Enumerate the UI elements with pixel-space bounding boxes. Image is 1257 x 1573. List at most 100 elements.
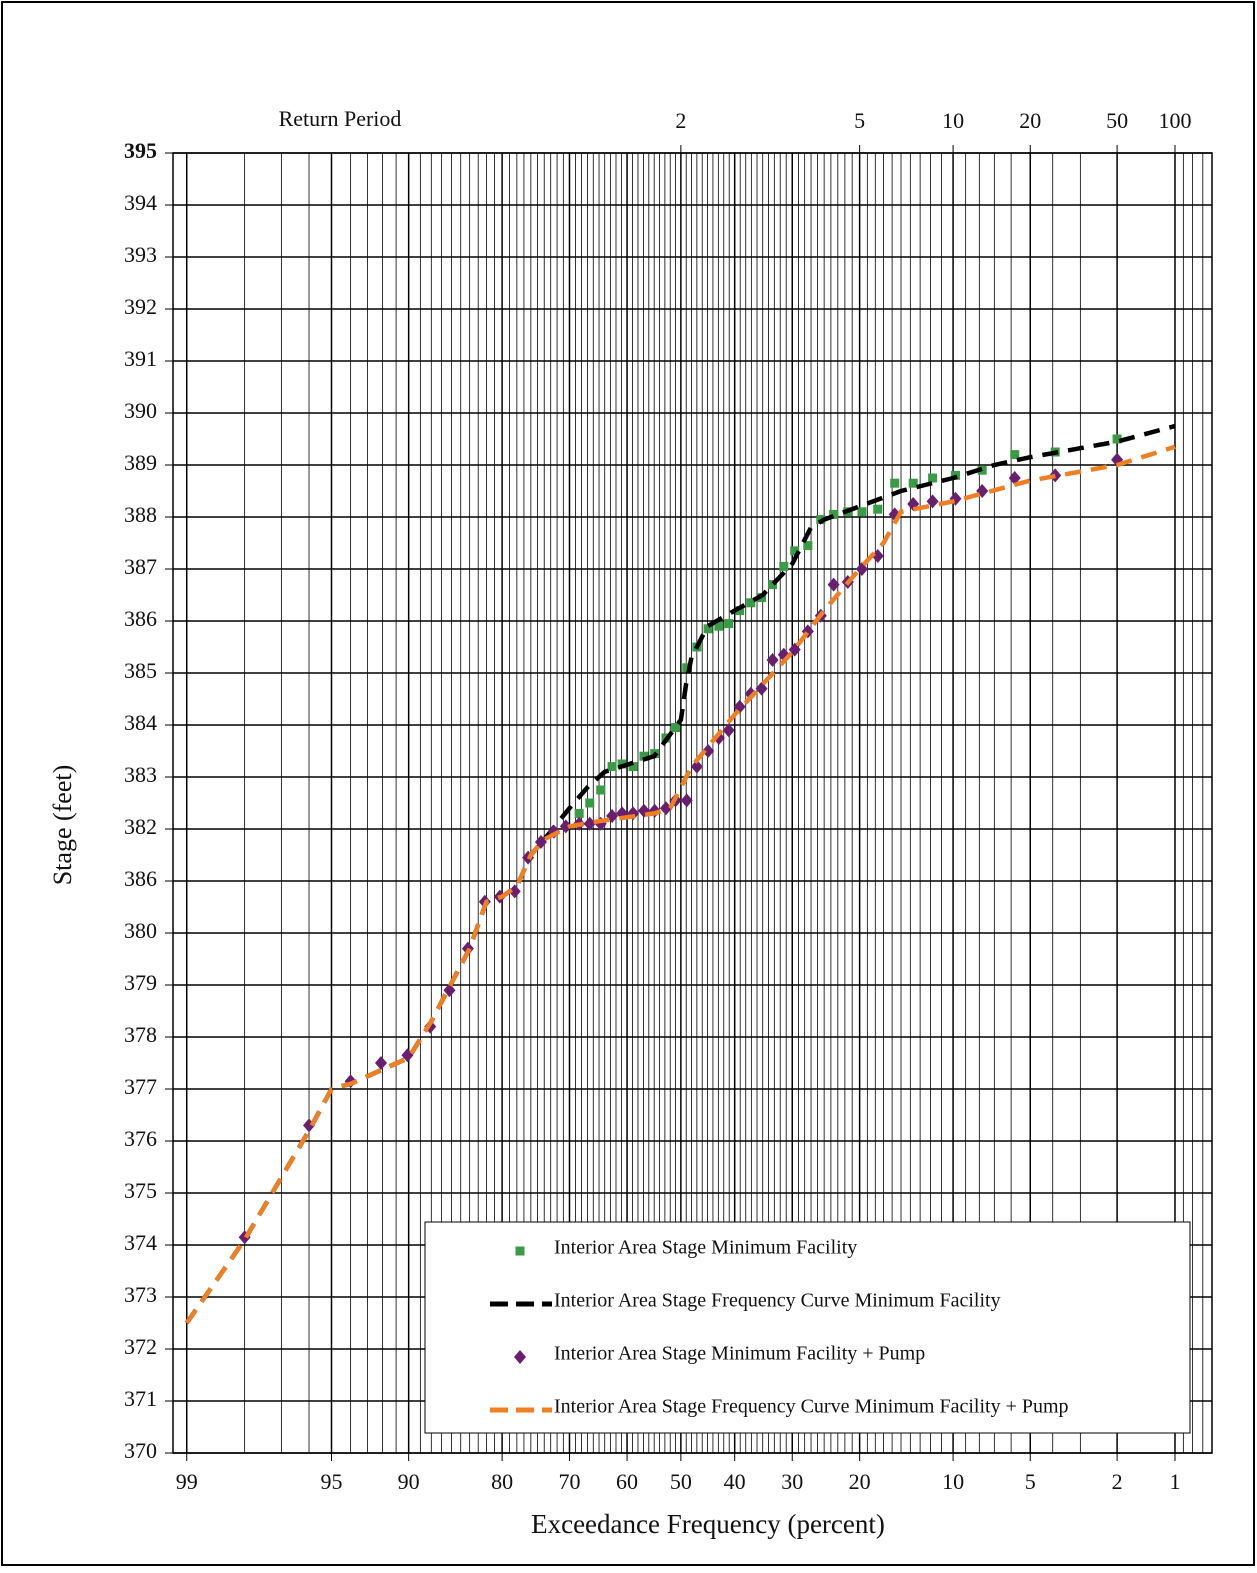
- x2-tick-label: 100: [1158, 108, 1191, 133]
- square-marker: [1010, 450, 1020, 460]
- diamond-marker: [788, 642, 801, 657]
- diamond-marker: [534, 835, 547, 849]
- y-axis-title: Stage (feet): [48, 765, 77, 886]
- square-marker: [703, 624, 713, 634]
- x-tick-label: 30: [781, 1469, 803, 1494]
- diamond-marker: [559, 819, 572, 834]
- diamond-marker: [583, 816, 596, 831]
- square-marker: [671, 723, 681, 733]
- legend: [424, 1221, 1191, 1434]
- legend-swatch: [514, 1350, 526, 1364]
- y-tick-label: 370: [124, 1438, 157, 1463]
- legend-swatch: [515, 1246, 525, 1256]
- x-tick-label: 5: [1025, 1469, 1036, 1494]
- x-tick-label: 40: [724, 1469, 746, 1494]
- diamond-marker: [871, 549, 884, 563]
- x-tick-label: 10: [942, 1469, 964, 1494]
- diamond-marker: [766, 653, 779, 667]
- x2-tick-label: 20: [1019, 108, 1041, 133]
- y-tick-label: 384: [124, 710, 157, 735]
- y-tick-label: 394: [124, 190, 157, 215]
- y-tick-label: 388: [124, 502, 157, 527]
- square-marker: [928, 473, 938, 483]
- y-tick-label: 379: [124, 970, 157, 995]
- square-marker: [790, 546, 800, 556]
- x-tick-label: 1: [1169, 1469, 1180, 1494]
- square-marker: [768, 580, 778, 590]
- legend-label: Interior Area Stage Minimum Facility + P…: [554, 1343, 925, 1365]
- y-tick-label: 386: [124, 866, 157, 891]
- square-marker: [746, 598, 756, 608]
- y-tick-label: 391: [124, 346, 157, 371]
- y-tick-label: 378: [124, 1022, 157, 1047]
- square-marker: [724, 619, 734, 629]
- diamond-marker: [374, 1056, 387, 1070]
- y-tick-label: 374: [124, 1230, 157, 1255]
- y-tick-label: 377: [124, 1074, 157, 1099]
- x-tick-label: 90: [398, 1469, 420, 1494]
- x2-tick-label: 2: [675, 108, 686, 133]
- square-marker: [1112, 434, 1122, 444]
- x-tick-label: 60: [616, 1469, 638, 1494]
- marks: [184, 423, 1176, 1325]
- x2-tick-label: 5: [854, 108, 865, 133]
- y-tick-label: 383: [124, 762, 157, 787]
- square-marker: [628, 762, 638, 772]
- y-tick-label: 390: [124, 398, 157, 423]
- y-tick-label: 395: [124, 138, 157, 163]
- x-tick-label: 20: [849, 1469, 871, 1494]
- diamond-marker: [702, 744, 715, 758]
- square-marker: [829, 509, 839, 519]
- diamond-marker: [1008, 471, 1021, 485]
- square-marker: [779, 561, 789, 571]
- diamond-marker: [722, 723, 735, 738]
- x2-axis-title: Return Period: [279, 106, 402, 131]
- x-tick-label: 99: [176, 1469, 198, 1494]
- curve: [184, 444, 1176, 1325]
- x-tick-label: 2: [1112, 1469, 1123, 1494]
- square-marker: [873, 504, 883, 514]
- y-tick-label: 373: [124, 1282, 157, 1307]
- diamond-marker: [508, 884, 521, 899]
- legend-label: Interior Area Stage Minimum Facility: [554, 1237, 857, 1259]
- y-tick-label: 386: [124, 606, 157, 631]
- square-marker: [890, 478, 900, 488]
- y-tick-label: 393: [124, 242, 157, 267]
- y-tick-label: 375: [124, 1178, 157, 1203]
- diamond-marker: [659, 801, 672, 816]
- square-marker: [908, 478, 918, 488]
- x-tick-label: 80: [491, 1469, 513, 1494]
- y-tick-label: 392: [124, 294, 157, 319]
- x2-tick-label: 50: [1106, 108, 1128, 133]
- diamond-marker: [827, 577, 840, 592]
- x-tick-label: 50: [670, 1469, 692, 1494]
- square-marker: [585, 798, 595, 808]
- y-tick-label: 380: [124, 918, 157, 943]
- y-tick-label: 385: [124, 658, 157, 683]
- legend-label: Interior Area Stage Frequency Curve Mini…: [554, 1290, 1001, 1312]
- diamond-marker: [680, 793, 693, 808]
- square-marker: [574, 808, 584, 818]
- square-marker: [714, 621, 724, 631]
- y-tick-label: 382: [124, 814, 157, 839]
- square-marker: [735, 606, 745, 616]
- square-marker: [596, 785, 606, 795]
- legend-entries: Interior Area Stage Minimum Facility Inte…: [490, 1237, 1069, 1418]
- square-marker: [803, 541, 813, 551]
- y-tick-label: 371: [124, 1386, 157, 1411]
- square-marker: [607, 762, 617, 772]
- legend-label: Interior Area Stage Frequency Curve Mini…: [554, 1396, 1069, 1418]
- x-tick-label: 95: [320, 1469, 342, 1494]
- square-marker: [682, 663, 692, 673]
- square-marker: [857, 507, 867, 517]
- y-tick-label: 372: [124, 1334, 157, 1359]
- diamond-marker: [443, 983, 456, 998]
- square-marker: [639, 751, 649, 761]
- diamond-marker: [690, 759, 703, 774]
- y-tick-label: 376: [124, 1126, 157, 1151]
- y-tick-label: 387: [124, 554, 157, 579]
- x-tick-label: 70: [558, 1469, 580, 1494]
- x2-tick-label: 10: [942, 108, 964, 133]
- x-axis-title: Exceedance Frequency (percent): [531, 1509, 885, 1539]
